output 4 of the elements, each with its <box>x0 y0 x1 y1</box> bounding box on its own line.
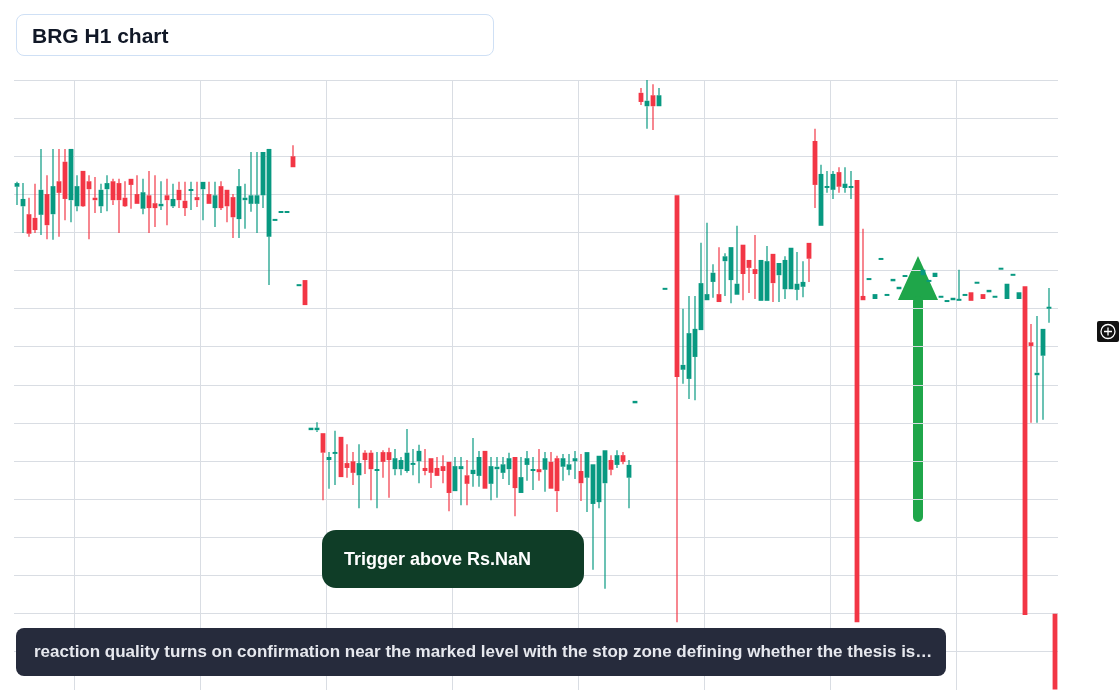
candlestick <box>566 453 572 476</box>
chart-title: BRG H1 chart <box>16 14 494 56</box>
callout-box: Trigger above Rs.NaN <box>322 530 584 588</box>
annotation: reaction quality turns on confirmation near the marked level with the stop zone defining whether the thesis is… <box>16 628 946 676</box>
